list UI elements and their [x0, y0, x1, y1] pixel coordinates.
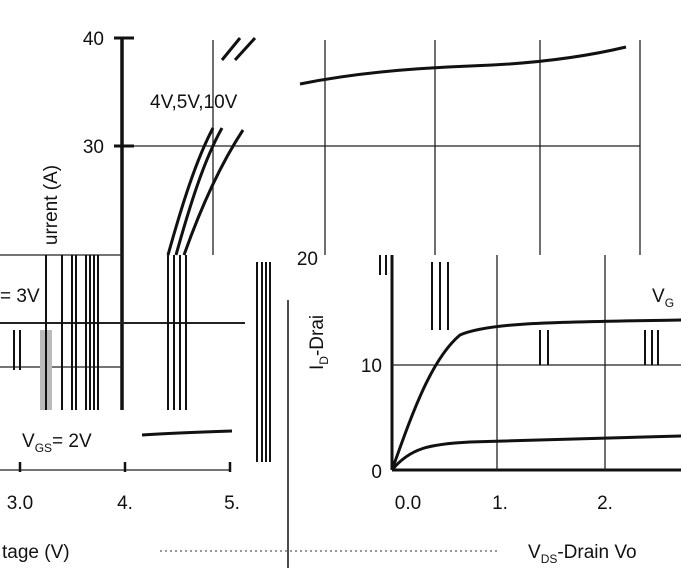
top-y-axis-title: urrent (A): [41, 165, 62, 245]
rp-clip-sub: G: [665, 296, 674, 310]
top-series-e: [182, 129, 245, 256]
mid-series-vgs2: [141, 429, 233, 437]
rp-y-i: I: [307, 365, 328, 370]
rp-series-high: [390, 318, 681, 471]
middle-band: = 3V VGS= 2V 3.0 4. 5. tage (V): [0, 254, 289, 568]
rp-xtick-label-2: 2.: [597, 493, 613, 514]
rp-x-sub: DS: [541, 552, 558, 566]
vgs-2v-rest: = 2V: [52, 431, 92, 452]
rp-series-low: [390, 434, 681, 471]
top-series-c: [166, 127, 215, 256]
mid-x-axis-title: tage (V): [2, 542, 70, 563]
rp-x-v: V: [528, 542, 541, 563]
mid-hatch-left: [13, 255, 187, 410]
rp-xtick-label-1: 1.: [492, 493, 508, 514]
rp-clip-v: V: [652, 286, 665, 307]
top-ytick-label-30: 30: [83, 137, 104, 158]
vgs-3v-label: = 3V: [0, 286, 40, 307]
rp-ytick-label-0: 0: [371, 462, 382, 483]
rp-y-axis-title: ID-Drai: [307, 315, 331, 370]
mid-hatch-center: [256, 262, 271, 462]
top-series-a: [220, 37, 242, 61]
mid-xtick-group: [18, 462, 232, 472]
rp-xtick-label-0: 0.0: [395, 493, 421, 514]
mid-xtick-label-4: 4.: [117, 493, 133, 514]
top-panel: 40 30 urrent (A) 4V,5V,10V: [41, 29, 641, 410]
vgs-2v-label: VGS= 2V: [22, 431, 92, 455]
mid-xtick-label-5: 5.: [224, 493, 240, 514]
rp-x-rest: -Drain Vo: [557, 542, 636, 563]
rp-clipped-vg-label: VG: [652, 286, 674, 310]
top-ytick-label-40: 40: [83, 29, 104, 50]
top-series-flat: [299, 45, 627, 86]
rp-y-sub: D: [317, 356, 331, 365]
rp-x-axis-title: VDS-Drain Vo: [528, 542, 637, 566]
top-series-b: [233, 36, 257, 62]
rp-hatch: [379, 255, 659, 365]
top-series-d: [174, 127, 224, 256]
mid-xtick-label-3: 3.0: [7, 493, 33, 514]
right-panel: 20 10 0 ID-Drai VG 0.0 1. 2. VDS-Drain V…: [160, 249, 681, 566]
vgs-4-5-10-label: 4V,5V,10V: [150, 92, 238, 113]
rp-ytick-label-20: 20: [297, 249, 318, 270]
rp-ytick-label-10: 10: [361, 356, 382, 377]
vgs-2v-v: V: [22, 431, 35, 452]
vgs-2v-sub: GS: [35, 441, 52, 455]
rp-y-rest: -Drai: [307, 315, 328, 356]
